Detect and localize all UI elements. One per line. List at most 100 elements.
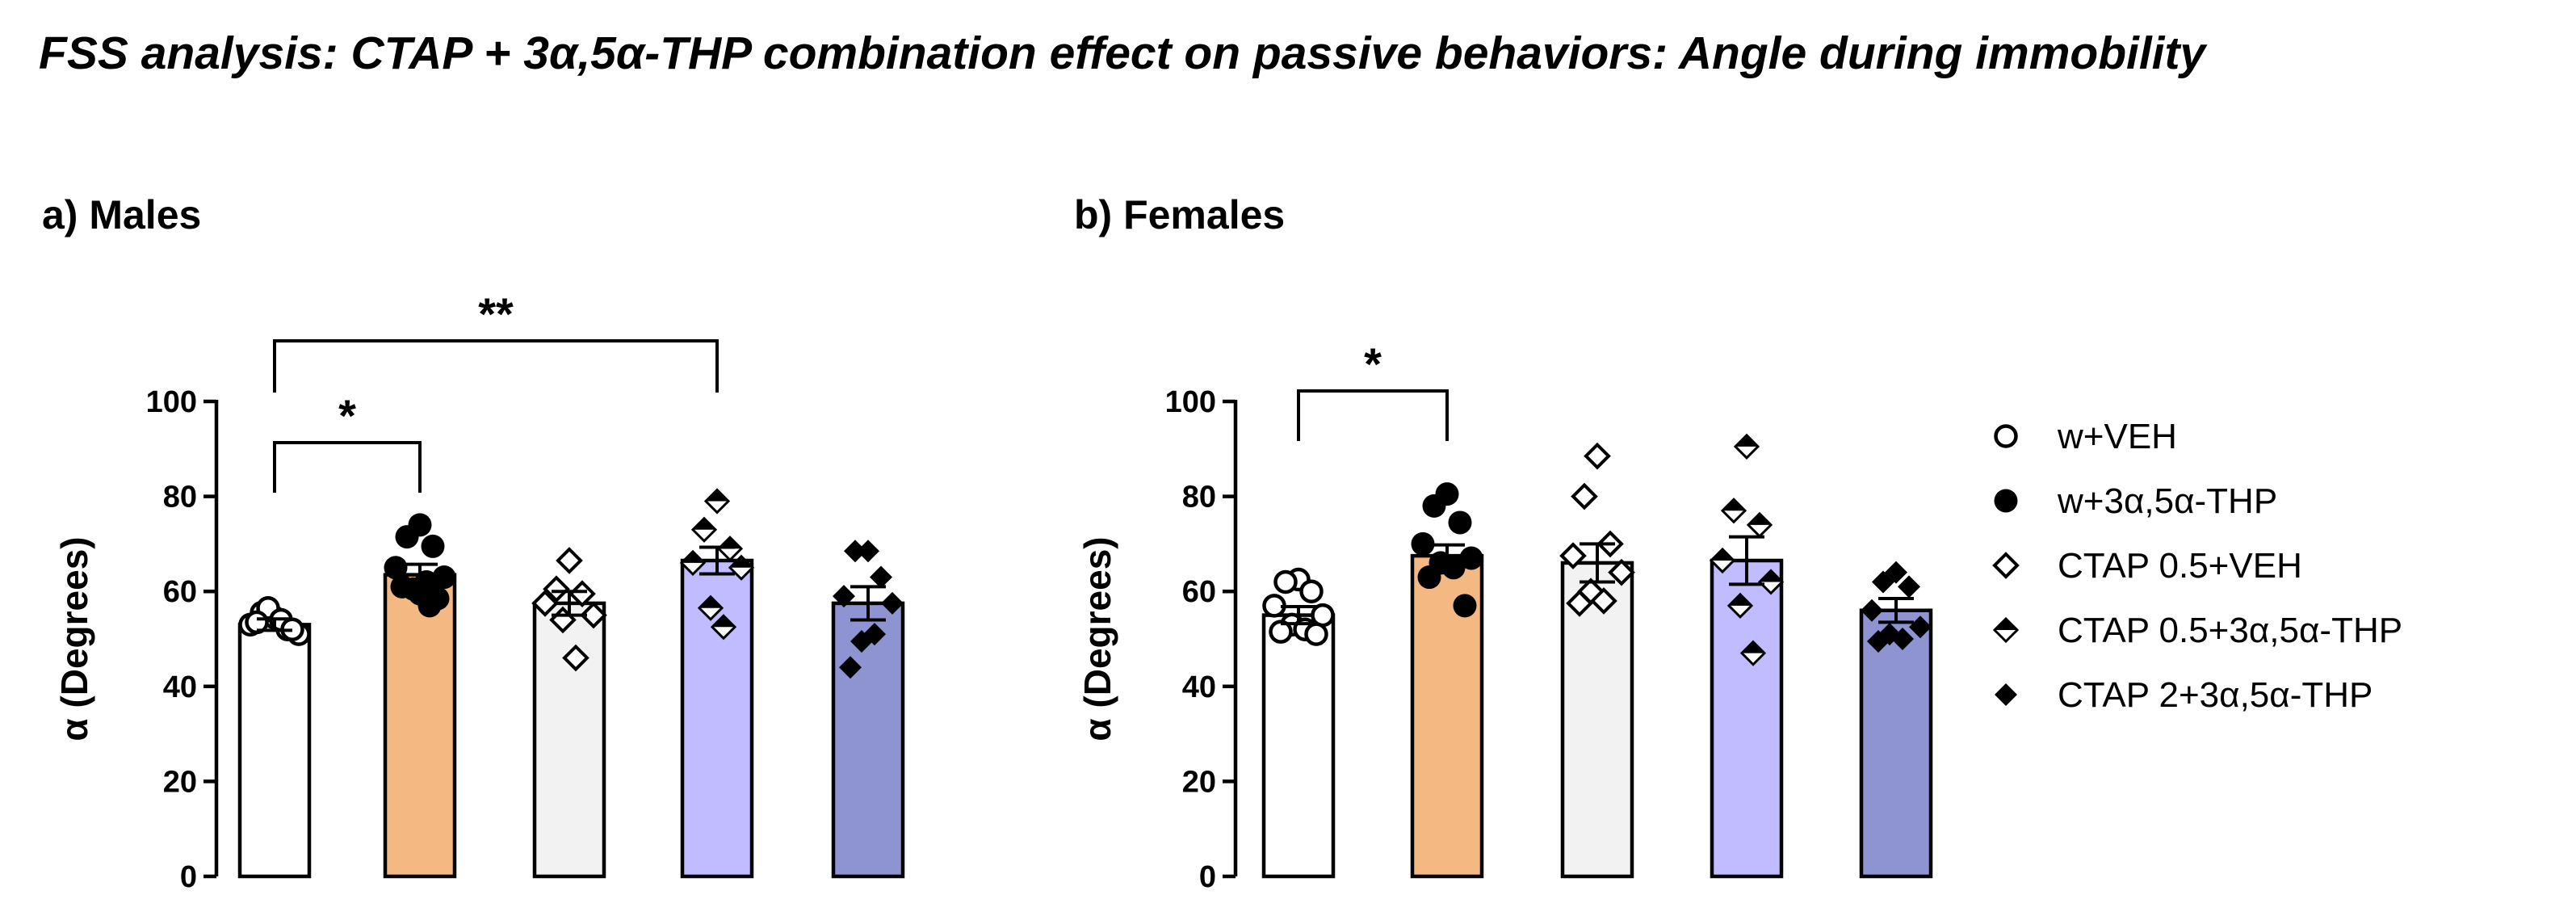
point-males-ctap-0-5-veh-0 (556, 547, 583, 574)
y-tick-label-20: 20 (1182, 765, 1216, 799)
panel-title-females: b) Females (1074, 192, 1285, 237)
bar-females-ctap-2-3-5-thp (1859, 608, 1933, 879)
point-females-ctap-0-5-veh-7 (1566, 590, 1593, 617)
point-males-w-3-5-thp-4 (432, 565, 456, 590)
y-tick-label-60: 60 (1182, 575, 1216, 609)
point-males-ctap-2-3-5-thp-0 (857, 540, 879, 563)
point-males-ctap-0-5-3-5-thp-0-fill (706, 489, 728, 502)
point-males-ctap-0-5-3-5-thp-5-fill (699, 596, 722, 608)
point-females-ctap-2-3-5-thp-7 (1867, 629, 1890, 653)
legend-marker-w-veh (1994, 424, 2018, 448)
point-females-ctap-0-5-3-5-thp-5 (1726, 592, 1754, 619)
y-tick-label-100: 100 (146, 385, 197, 419)
point-males-ctap-0-5-veh-3 (531, 590, 559, 617)
bar-females-w-veh (1261, 613, 1336, 879)
point-females-ctap-2-3-5-thp-3 (1861, 599, 1883, 622)
point-males-ctap-2-3-5-thp-2 (870, 565, 892, 589)
point-females-ctap-0-5-3-5-thp-0-fill (1735, 435, 1758, 447)
legend-label-ctap-2-3-5-thp: CTAP 2+3α,5α-THP (2058, 675, 2373, 715)
point-males-ctap-0-5-3-5-thp-6 (710, 614, 737, 641)
point-females-ctap-2-3-5-thp-1 (1872, 570, 1894, 594)
significance-bracket-males-0 (273, 441, 422, 493)
y-tick-label-20: 20 (163, 765, 197, 799)
point-females-w-3-5-thp-7 (1417, 565, 1441, 590)
point-males-w-3-5-thp-2 (421, 534, 445, 558)
significance-label-females-0: * (1364, 338, 1382, 389)
bar-males-ctap-2-3-5-thp (831, 601, 905, 879)
y-axis-label-males: α (Degrees) (53, 536, 95, 741)
y-tick-label-60: 60 (163, 575, 197, 609)
point-females-ctap-0-5-veh-4 (1608, 558, 1635, 586)
point-males-ctap-0-5-veh-1 (543, 575, 570, 603)
point-males-ctap-0-5-veh-6 (562, 644, 589, 672)
legend-label-ctap-0-5-veh: CTAP 0.5+VEH (2058, 546, 2302, 586)
point-females-w-3-5-thp-3 (1411, 531, 1435, 556)
significance-bracket-males-1 (273, 339, 719, 393)
point-females-ctap-0-5-3-5-thp-0 (1733, 433, 1760, 460)
y-tick-label-100: 100 (1165, 385, 1216, 419)
point-females-ctap-0-5-3-5-thp-3-fill (1711, 548, 1734, 561)
legend-marker-ctap-2-3-5-thp (1995, 683, 2017, 706)
point-females-w-veh-7 (1269, 620, 1293, 644)
point-males-ctap-2-3-5-thp-7 (839, 656, 862, 679)
point-females-ctap-0-5-3-5-thp-2-fill (1748, 513, 1771, 525)
point-males-ctap-2-3-5-thp-6 (863, 623, 886, 646)
point-males-w-3-5-thp-1 (395, 525, 419, 549)
y-tick-label-40: 40 (163, 670, 197, 704)
legend: w+VEH w+3α,5α-THP CTAP 0.5+VEH CTAP 0.5+3α,… (1992, 417, 2402, 715)
point-females-ctap-0-5-3-5-thp-4-fill (1760, 570, 1782, 582)
panel-title-males: a) Males (42, 192, 201, 237)
point-males-ctap-0-5-3-5-thp-3-fill (682, 551, 704, 563)
legend-label-w-veh: w+VEH (2057, 417, 2177, 456)
legend-marker-ctap-0-5-3-5-thp (1992, 616, 2020, 644)
point-females-w-3-5-thp-4 (1459, 546, 1483, 570)
y-tick-label-40: 40 (1182, 670, 1216, 704)
point-females-ctap-0-5-veh-6 (1590, 587, 1617, 615)
legend-label-ctap-0-5-3-5-thp: CTAP 0.5+3α,5α-THP (2058, 611, 2402, 650)
point-males-ctap-0-5-3-5-thp-1-fill (693, 518, 715, 530)
point-males-w-3-5-thp-3 (384, 556, 408, 580)
y-axis-label-females: α (Degrees) (1076, 536, 1118, 741)
point-females-w-3-5-thp-1 (1422, 494, 1446, 518)
point-males-ctap-2-3-5-thp-3 (833, 585, 855, 608)
point-females-ctap-0-5-3-5-thp-6 (1739, 640, 1767, 666)
point-males-ctap-0-5-3-5-thp-6-fill (712, 615, 735, 628)
point-males-ctap-2-3-5-thp-4 (881, 591, 904, 615)
point-females-w-3-5-thp-2 (1448, 510, 1472, 535)
point-females-w-3-5-thp-8 (1453, 594, 1477, 618)
legend-label-w-3-5-thp: w+3α,5α-THP (2057, 481, 2277, 521)
point-males-w-veh-7 (245, 610, 269, 635)
point-females-ctap-0-5-veh-3 (1559, 542, 1587, 569)
legend-marker-ctap-0-5-3-5-thp-fill (1995, 619, 2017, 630)
bar-males-ctap-0-5-veh (532, 601, 606, 879)
point-females-ctap-0-5-3-5-thp-2 (1746, 511, 1773, 539)
point-females-ctap-0-5-veh-0 (1584, 442, 1611, 470)
y-tick-label-80: 80 (163, 481, 197, 515)
bar-males-w-veh (237, 623, 312, 879)
point-females-w-veh-1 (1273, 569, 1298, 594)
legend-marker-ctap-0-5-veh (1992, 552, 2020, 579)
point-females-ctap-0-5-veh-1 (1571, 482, 1598, 510)
point-females-ctap-0-5-3-5-thp-1-fill (1722, 499, 1745, 511)
legend-marker-w-3-5-thp (1994, 489, 2018, 513)
point-males-ctap-0-5-3-5-thp-4 (728, 554, 755, 581)
point-males-ctap-0-5-3-5-thp-1 (690, 516, 718, 543)
point-males-ctap-0-5-3-5-thp-3 (679, 549, 707, 577)
panel-females: b) Females 0 20 40 60 80 100 α (Degrees) * (1074, 192, 1933, 894)
point-males-w-3-5-thp-10 (417, 594, 442, 618)
bar-females-ctap-0-5-3-5-thp (1710, 558, 1784, 879)
point-females-ctap-0-5-3-5-thp-6-fill (1742, 641, 1764, 653)
point-males-ctap-0-5-veh-4 (580, 601, 607, 629)
point-females-ctap-2-3-5-thp-4 (1909, 615, 1932, 639)
bar-males-w-3-5-thp (383, 573, 457, 879)
bar-females-ctap-0-5-veh (1560, 561, 1634, 879)
point-females-ctap-2-3-5-thp-6 (1891, 628, 1914, 650)
significance-label-males-1: ** (478, 288, 514, 339)
point-females-w-veh-2 (1299, 579, 1324, 603)
significance-label-males-0: * (338, 390, 356, 441)
significance-bracket-females-0 (1297, 389, 1449, 441)
y-tick-label-80: 80 (1182, 481, 1216, 515)
point-females-w-veh-8 (1304, 622, 1328, 646)
